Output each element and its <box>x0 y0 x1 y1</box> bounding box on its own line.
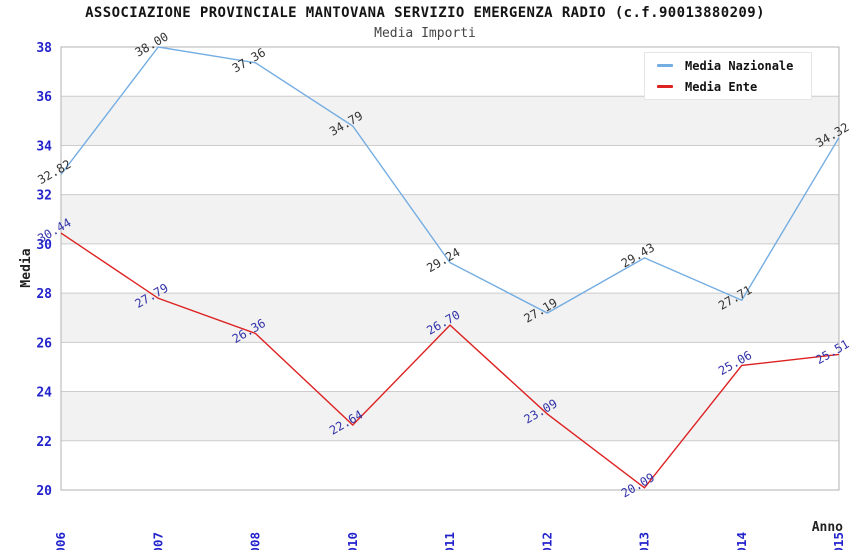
legend: Media Nazionale Media Ente <box>644 52 812 100</box>
x-axis-title: Anno <box>812 520 843 535</box>
y-tick-label: 32 <box>36 189 52 204</box>
y-tick-label: 28 <box>36 287 52 302</box>
plot-band <box>61 96 839 146</box>
point-label: 29.43 <box>619 240 657 270</box>
legend-label-media-nazionale: Media Nazionale <box>685 58 794 73</box>
legend-blue-line-icon <box>657 64 673 67</box>
y-tick-label: 38 <box>36 41 52 56</box>
x-tick-label: 2014 <box>734 532 749 550</box>
y-tick-label: 24 <box>36 386 52 401</box>
y-tick-label: 30 <box>36 238 52 253</box>
x-tick-label: 2013 <box>637 532 652 550</box>
x-tick-label: 2015 <box>831 532 846 550</box>
x-tick-label: 2008 <box>248 532 263 550</box>
y-tick-label: 20 <box>36 484 52 499</box>
y-tick-label: 36 <box>36 90 52 105</box>
point-label: 32.82 <box>35 157 73 187</box>
x-tick-label: 2007 <box>150 532 165 550</box>
legend-label-media-ente: Media Ente <box>685 79 758 94</box>
point-label: 20.09 <box>619 470 657 500</box>
legend-red-line-icon <box>657 85 673 88</box>
legend-item-media-nazionale: Media Nazionale <box>657 59 811 73</box>
plot-band <box>61 194 839 244</box>
plot-band <box>61 293 839 343</box>
y-tick-label: 26 <box>36 336 52 351</box>
plot-border <box>60 46 840 491</box>
x-tick-label: 2010 <box>345 532 360 550</box>
point-label: 29.24 <box>424 245 462 275</box>
plot-band <box>61 391 839 441</box>
y-tick-label: 22 <box>36 435 52 450</box>
y-tick-label: 34 <box>36 139 52 154</box>
y-axis-title: Media <box>19 248 34 287</box>
x-tick-label: 2011 <box>442 532 457 550</box>
legend-item-media-ente: Media Ente <box>657 80 811 94</box>
point-label: 37.36 <box>230 45 268 75</box>
series-line-media-ente <box>60 232 840 489</box>
x-tick-label: 2006 <box>53 532 68 550</box>
chart-title: ASSOCIAZIONE PROVINCIALE MANTOVANA SERVI… <box>85 5 765 21</box>
x-tick-label: 2012 <box>539 532 554 550</box>
chart-subtitle: Media Importi <box>374 26 476 41</box>
series-line-media-nazionale <box>60 46 840 314</box>
